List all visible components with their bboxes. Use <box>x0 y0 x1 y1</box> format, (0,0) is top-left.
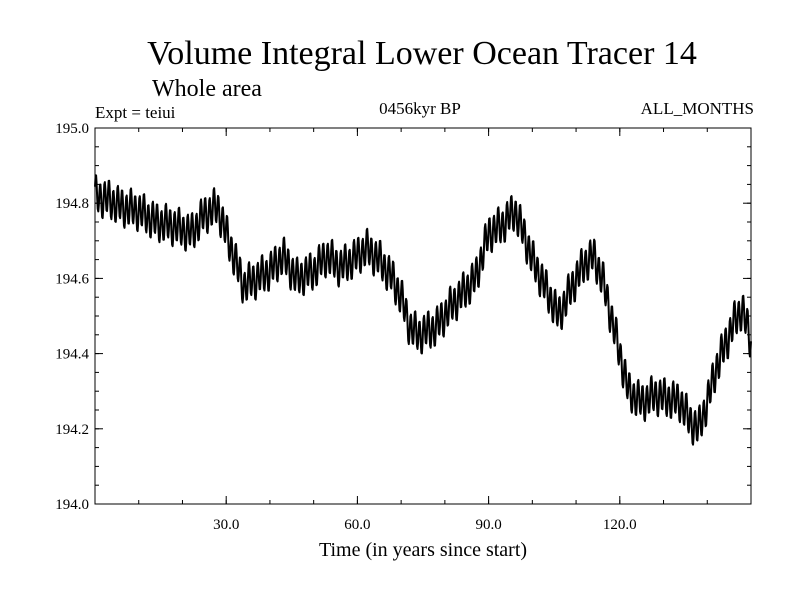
chart-subtitle: Whole area <box>152 76 262 102</box>
y-tick-label: 194.4 <box>55 347 89 363</box>
chart-title: Volume Integral Lower Ocean Tracer 14 <box>147 35 697 72</box>
y-tick-label: 194.8 <box>55 196 89 212</box>
plot-frame <box>94 127 752 505</box>
x-tick-label: 60.0 <box>344 517 370 533</box>
x-axis: 30.0 60.0 90.0 120.0 <box>94 128 752 533</box>
y-axis: 194.0 194.2 194.4 194.6 194.8 195.0 <box>55 121 751 513</box>
months-label: ALL_MONTHS <box>641 99 754 118</box>
y-tick-label: 195.0 <box>55 121 89 137</box>
x-tick-label: 120.0 <box>603 517 637 533</box>
experiment-label: Expt = teiui <box>95 103 176 122</box>
y-tick-label: 194.2 <box>55 422 89 438</box>
series-line <box>94 174 752 446</box>
x-tick-label: 30.0 <box>213 517 239 533</box>
y-tick-label: 194.6 <box>55 271 89 287</box>
y-tick-label: 194.0 <box>55 497 89 513</box>
x-axis-label: Time (in years since start) <box>319 539 527 561</box>
x-tick-label: 90.0 <box>475 517 501 533</box>
period-label: 0456kyr BP <box>379 99 461 118</box>
